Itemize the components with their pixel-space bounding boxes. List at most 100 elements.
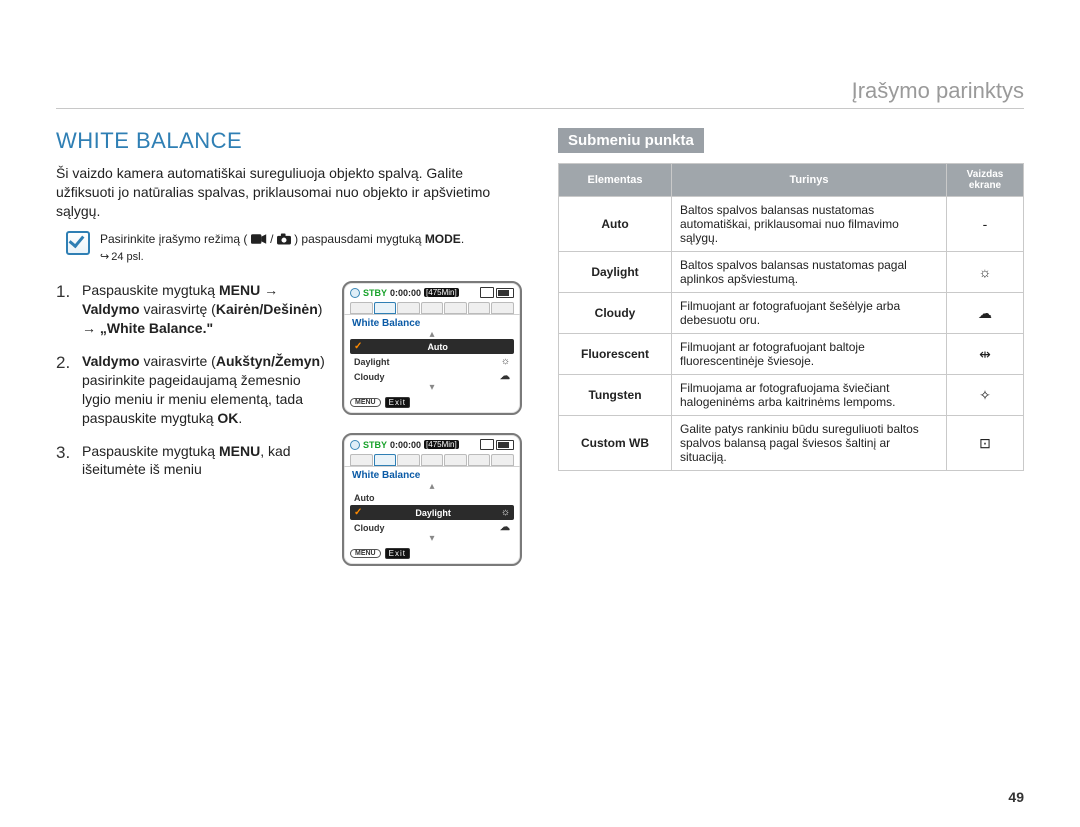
cell-desc: Galite patys rankiniu būdu sureguliuoti … [672,416,947,471]
tab[interactable] [350,454,373,466]
table-row: Custom WBGalite patys rankiniu būdu sure… [559,416,1024,471]
table-row: TungstenFilmuojama ar fotografuojama švi… [559,375,1024,416]
note-text: Pasirinkite įrašymo režimą ( / ) paspaus… [100,231,464,266]
tick-icon: ✓ [354,341,362,352]
tab[interactable] [491,302,514,314]
battery-icon [496,288,514,298]
cell-icon: ☁ [947,293,1024,334]
menu-item[interactable]: Daylight☼ [350,354,514,369]
battery-icon [496,440,514,450]
cell-element: Custom WB [559,416,672,471]
page-ref: 24 psl. [100,251,144,263]
video-mode-icon [251,231,267,248]
note-post: ) paspausdami mygtuką [294,232,425,246]
menu-item[interactable]: Auto [350,491,514,505]
screen-tabs [344,454,520,466]
step-number: 1. [56,281,74,338]
menu-item-glyph: ☁ [500,371,510,382]
rec-icon [350,440,360,450]
step-number: 2. [56,352,74,428]
screens: STBY 0:00:00 [475Min] White Balance ▴ ✓A… [342,281,522,566]
table-body: AutoBaltos spalvos balansas nustatomas a… [559,197,1024,471]
step-item: 3.Paspauskite mygtuką MENU, kad išeitumė… [56,442,328,480]
step-item: 2.Valdymo vairasvirte (Aukštyn/Žemyn) pa… [56,352,328,428]
time-label: 0:00:00 [390,288,421,298]
cell-element: Auto [559,197,672,252]
cell-icon: - [947,197,1024,252]
chapter-title: Įrašymo parinktys [852,78,1024,104]
cell-element: Cloudy [559,293,672,334]
menu-item-glyph: ☼ [501,507,510,518]
tab[interactable] [444,454,467,466]
columns: WHITE BALANCE Ši vaizdo kamera automatiš… [56,128,1024,566]
menu-item-label: Cloudy [354,523,385,533]
card-icon [480,287,494,298]
note-end: . [461,232,464,246]
th-icon: Vaizdas ekrane [947,164,1024,197]
exit-label[interactable]: Exit [385,548,410,559]
screen-statusbar: STBY 0:00:00 [475Min] [344,435,520,452]
note-pre: Pasirinkite įrašymo režimą ( [100,232,247,246]
menu-item-label: Cloudy [354,372,385,382]
cell-icon: ✧ [947,375,1024,416]
tab-active[interactable] [374,454,397,466]
screen-menu-body: ▴ ✓ Auto Daylight☼ Cloudy ☁ ▾ [344,331,520,394]
menu-item-label: Daylight [415,508,451,518]
chevron-up-icon[interactable]: ▴ [350,331,514,339]
card-icon [480,439,494,450]
tab[interactable] [444,302,467,314]
table-row: FluorescentFilmuojant ar fotografuojant … [559,334,1024,375]
check-icon [66,231,90,255]
stby-label: STBY [363,440,387,450]
menu-item[interactable]: ✓ Auto [350,339,514,354]
cell-icon: ⊡ [947,416,1024,471]
tab[interactable] [397,302,420,314]
steps-wrap: 1.Paspauskite mygtuką MENU → Valdymo vai… [56,281,522,566]
tab[interactable] [468,302,491,314]
screen-statusbar: STBY 0:00:00 [475Min] [344,283,520,300]
camera-screen-2: STBY 0:00:00 [475Min] White Balance ▴ Au… [342,433,522,566]
step-body: Paspauskite mygtuką MENU → Valdymo vaira… [82,281,328,338]
menu-item-label: Daylight [354,357,390,367]
section-heading: WHITE BALANCE [56,128,522,154]
table-head: Elementas Turinys Vaizdas ekrane [559,164,1024,197]
battery-area [480,287,514,298]
submenu-title: Submeniu punkta [558,128,704,153]
chevron-down-icon[interactable]: ▾ [350,535,514,543]
tick-icon: ✓ [354,507,362,518]
cell-icon: ☼ [947,252,1024,293]
menu-item-label: Auto [354,493,375,503]
tab-active[interactable] [374,302,397,314]
menu-pill[interactable]: MENU [350,398,381,407]
cell-desc: Filmuojant ar fotografuojant šešėlyje ar… [672,293,947,334]
tab[interactable] [397,454,420,466]
tab[interactable] [421,454,444,466]
menu-pill[interactable]: MENU [350,549,381,558]
menu-item[interactable]: ✓ Daylight ☼ [350,505,514,520]
note-mid: / [270,232,277,246]
steps: 1.Paspauskite mygtuką MENU → Valdymo vai… [56,281,328,566]
note-row: Pasirinkite įrašymo režimą ( / ) paspaus… [66,231,522,266]
cell-element: Tungsten [559,375,672,416]
menu-item-glyph: ☁ [500,522,510,533]
step-item: 1.Paspauskite mygtuką MENU → Valdymo vai… [56,281,328,338]
stby-label: STBY [363,288,387,298]
tab[interactable] [350,302,373,314]
exit-label[interactable]: Exit [385,397,410,408]
camera-screen-1: STBY 0:00:00 [475Min] White Balance ▴ ✓A… [342,281,522,415]
note-btn: MODE [425,232,461,246]
tab[interactable] [491,454,514,466]
cell-desc: Filmuojama ar fotografuojama šviečiant h… [672,375,947,416]
cell-desc: Filmuojant ar fotografuojant baltoje flu… [672,334,947,375]
tab[interactable] [421,302,444,314]
menu-item-label: Auto [427,342,448,352]
th-content: Turinys [672,164,947,197]
tab[interactable] [468,454,491,466]
cell-element: Fluorescent [559,334,672,375]
chevron-up-icon[interactable]: ▴ [350,483,514,491]
table-row: CloudyFilmuojant ar fotografuojant šešėl… [559,293,1024,334]
remain-label: [475Min] [424,288,459,297]
chevron-down-icon[interactable]: ▾ [350,384,514,392]
page-number: 49 [1008,789,1024,805]
intro-text: Ši vaizdo kamera automatiškai sureguliuo… [56,164,522,221]
